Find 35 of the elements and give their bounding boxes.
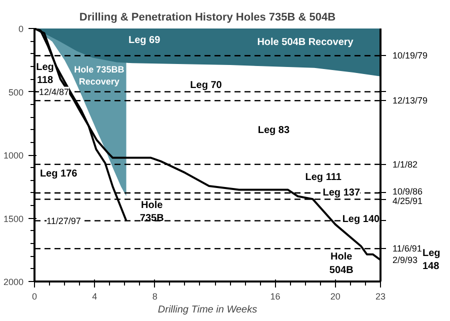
annotation: Leg 118 — [36, 62, 54, 86]
annotation: Hole 504B — [329, 252, 354, 276]
annotation: Hole 735BB Recovery — [74, 64, 125, 86]
chart-title: Drilling & Penetration History Holes 735B & 504B — [79, 12, 336, 24]
x-tick-label: 23 — [375, 292, 386, 302]
text: 1/1/82 — [392, 159, 418, 170]
text: 12/13/79 — [392, 96, 428, 106]
annotation: Hole 504B Recovery — [257, 37, 354, 48]
x-tick-label: 20 — [330, 292, 340, 302]
annotation: Leg 83 — [258, 125, 290, 136]
y-tick-label: 500 — [8, 87, 24, 98]
x-tick-label: 8 — [152, 292, 158, 302]
annotation: Leg 70 — [190, 80, 222, 92]
annotation: 11/27/97 — [46, 216, 81, 226]
text: 10/9/86 — [392, 186, 423, 197]
text: 4/25/91 — [392, 196, 423, 206]
text: 11/6/91 — [392, 244, 422, 254]
x-axis-title: Drilling Time in Weeks — [158, 304, 258, 316]
y-tick-label: 1000 — [3, 150, 24, 160]
annotation: Leg 137 — [322, 187, 360, 198]
text: Leg 148 — [422, 248, 440, 272]
y-tick-label: 0 — [18, 24, 24, 34]
annotation: Leg 176 — [40, 168, 78, 180]
annotation: 12/4/87 — [39, 86, 70, 97]
x-tick-label: 4 — [92, 292, 98, 302]
x-tick-label: 16 — [270, 292, 280, 302]
annotation: Leg 69 — [128, 35, 161, 46]
text: 10/19/79 — [392, 50, 428, 61]
x-tick-label: 0 — [32, 292, 38, 302]
text: 2/9/93 — [392, 254, 418, 265]
annotation: Leg 111 — [305, 172, 342, 184]
annotation: Leg 140 — [342, 214, 380, 226]
y-tick-label: 1500 — [3, 214, 24, 224]
y-tick-label: 2000 — [3, 277, 24, 287]
annotation: Hole 735B — [140, 200, 164, 224]
